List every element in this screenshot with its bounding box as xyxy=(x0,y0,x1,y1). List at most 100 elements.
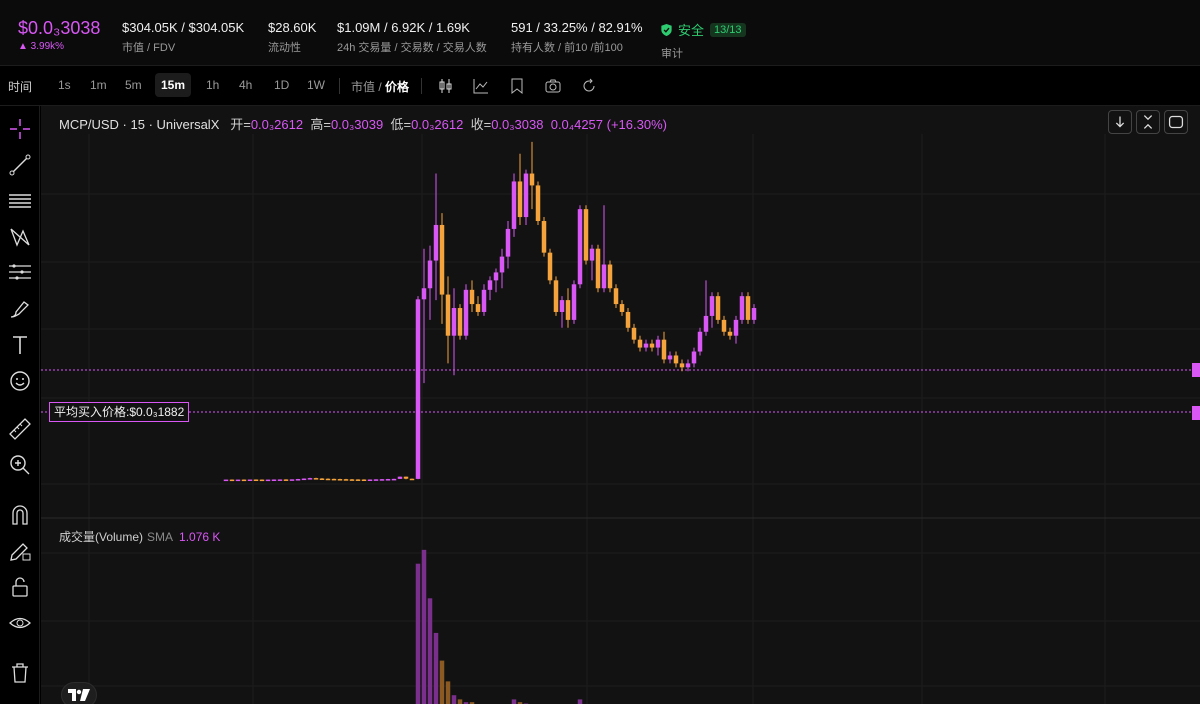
candle-body xyxy=(223,479,229,482)
reset-icon[interactable] xyxy=(580,77,598,95)
volume-title: 成交量(Volume) xyxy=(59,530,144,544)
timeframe-1m[interactable]: 1m xyxy=(90,78,107,92)
candle-body xyxy=(547,252,553,281)
candle-body xyxy=(619,304,625,312)
candle-body xyxy=(301,478,307,481)
candle-body xyxy=(409,478,415,481)
volume-value: 1.076 K xyxy=(179,530,221,544)
brush-icon[interactable] xyxy=(8,297,32,321)
candle-body xyxy=(403,476,409,479)
fib-icon[interactable] xyxy=(8,261,32,285)
crosshair-icon[interactable] xyxy=(8,117,32,141)
candle-body xyxy=(637,339,643,348)
candle-body xyxy=(475,304,481,312)
stat-value: $28.60K xyxy=(268,20,317,35)
candle-body xyxy=(427,260,433,289)
price-change: ▲ 3.99k% xyxy=(18,41,65,52)
candle-body xyxy=(421,288,427,300)
toggle-separator: / xyxy=(378,80,382,94)
chart-canvas[interactable] xyxy=(41,106,1200,704)
chart-toolbar: 时间 1s 1m 5m 15m 1h 4h 1D 1W 市值 / 价格 xyxy=(0,66,1200,106)
eye-icon[interactable] xyxy=(8,611,32,635)
toggle-price[interactable]: 价格 xyxy=(385,80,410,94)
arrow-down-icon[interactable] xyxy=(1108,110,1132,134)
candle-body xyxy=(265,479,271,482)
shield-check-icon xyxy=(661,23,672,36)
candle-body xyxy=(505,228,511,257)
candle-body xyxy=(277,479,283,481)
candle-body xyxy=(625,311,631,328)
timeframe-1w[interactable]: 1W xyxy=(307,78,325,92)
candlestick-icon[interactable] xyxy=(437,77,455,95)
magnet-icon[interactable] xyxy=(8,503,32,527)
candle-body xyxy=(355,479,361,481)
candle-body xyxy=(571,284,577,320)
candle-body xyxy=(319,478,325,480)
horizontal-lines-icon[interactable] xyxy=(8,189,32,213)
close-value: 0.0₃3038 xyxy=(491,117,544,132)
timeframe-4h[interactable]: 4h xyxy=(239,78,253,92)
candle-body xyxy=(385,479,391,481)
low-key: 低= xyxy=(390,117,412,132)
candle-body xyxy=(553,280,559,312)
candle-body xyxy=(415,299,421,479)
candle-body xyxy=(247,479,253,482)
zoom-icon[interactable] xyxy=(8,453,32,477)
candle-body xyxy=(283,479,289,481)
mcap-price-toggle[interactable]: 市值 / 价格 xyxy=(351,78,409,95)
open-value: 0.0₃2612 xyxy=(250,117,304,132)
text-icon[interactable] xyxy=(8,333,32,357)
timeframe-1s[interactable]: 1s xyxy=(58,78,71,92)
stat-holders: 591 / 33.25% / 82.91% 持有人数 / 前10 /前100 xyxy=(511,20,643,55)
volume-bar xyxy=(445,681,451,704)
candle-body xyxy=(709,296,715,316)
candle-body xyxy=(703,315,709,332)
price-marker xyxy=(1192,363,1200,377)
volume-bar xyxy=(421,549,427,704)
stat-audit[interactable]: 安全 13/13 审计 xyxy=(661,20,746,61)
audit-badge[interactable]: 安全 13/13 xyxy=(661,20,746,39)
timeframe-1d[interactable]: 1D xyxy=(274,78,290,92)
unlock-icon[interactable] xyxy=(8,575,32,599)
volume-bar xyxy=(577,699,583,704)
toolbar-divider xyxy=(339,78,340,94)
candle-body xyxy=(289,479,295,481)
collapse-icon[interactable] xyxy=(1136,110,1160,134)
candle-body xyxy=(745,296,751,320)
candle-body xyxy=(445,294,451,336)
fullscreen-icon[interactable] xyxy=(1164,110,1188,134)
candle-body xyxy=(685,363,691,368)
ruler-icon[interactable] xyxy=(8,417,32,441)
tradingview-logo-icon xyxy=(68,689,90,701)
candle-body xyxy=(715,296,721,320)
tradingview-logo[interactable] xyxy=(61,682,97,704)
timeframe-15m[interactable]: 15m xyxy=(155,73,192,97)
trendline-icon[interactable] xyxy=(8,153,32,177)
trash-icon[interactable] xyxy=(8,661,32,685)
high-key: 高= xyxy=(310,117,331,132)
camera-icon[interactable] xyxy=(544,77,562,95)
candle-body xyxy=(523,173,529,218)
candle-body xyxy=(697,331,703,352)
volume-legend: 成交量(Volume) SMA 1.076 K xyxy=(59,528,220,545)
candle-body xyxy=(667,355,673,360)
volume-bar xyxy=(457,699,463,704)
line-chart-icon[interactable] xyxy=(472,77,490,95)
volume-bar xyxy=(469,702,475,704)
candle-body xyxy=(721,319,727,332)
pattern-icon[interactable] xyxy=(8,225,32,249)
price-chart[interactable]: MCP/USD · 15 · UniversalX 开=0.0₃2612 高=0… xyxy=(41,106,1200,704)
candle-body xyxy=(367,479,373,482)
candle-body xyxy=(487,280,493,290)
candle-body xyxy=(613,288,619,305)
toggle-mcap[interactable]: 市值 xyxy=(351,80,376,94)
bookmark-icon[interactable] xyxy=(508,77,526,95)
timeframe-5m[interactable]: 5m xyxy=(125,78,142,92)
stat-market-cap: $304.05K / $304.05K 市值 / FDV xyxy=(122,20,244,55)
pencil-lock-icon[interactable] xyxy=(8,539,32,563)
candle-body xyxy=(691,351,697,364)
emoji-icon[interactable] xyxy=(8,369,32,393)
candle-body xyxy=(649,343,655,348)
timeframe-1h[interactable]: 1h xyxy=(206,78,220,92)
change-value: 0.0₄4257 (+16.30%) xyxy=(550,117,667,132)
